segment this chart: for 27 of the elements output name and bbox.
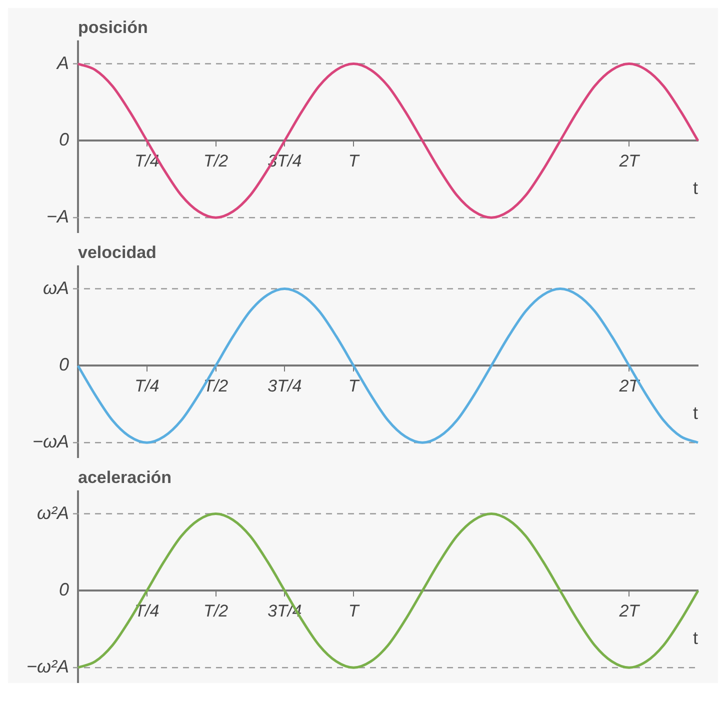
chart-title: velocidad [78, 242, 156, 262]
x-tick-label: T/2 [203, 376, 229, 396]
ref-line-label: −ω²A [26, 656, 69, 677]
text: 0 [58, 354, 69, 375]
x-tick-label: T [348, 602, 360, 621]
ref-line-label: −ωA [32, 432, 69, 452]
x-tick-label: 2T [618, 376, 641, 396]
ref-line-label: ωA [42, 278, 69, 298]
x-tick-label: T/4 [134, 376, 160, 396]
x-tick-label: 3T/4 [268, 376, 302, 396]
x-axis-title: t [692, 178, 698, 198]
x-tick-label: T [348, 376, 360, 396]
text: 0 [58, 580, 69, 600]
text: 0 [58, 130, 69, 150]
chart-title: aceleración [78, 468, 172, 487]
ref-line-label: −A [46, 206, 69, 227]
x-axis-title: t [692, 402, 698, 423]
ref-line-label: ω²A [36, 502, 69, 523]
x-tick-label: 2T [618, 152, 641, 171]
chart-title: posición [78, 18, 148, 37]
x-tick-label: T/2 [203, 602, 229, 621]
x-tick-label: T [348, 152, 360, 171]
x-axis-title: t [692, 628, 698, 648]
x-tick-label: T/4 [134, 602, 160, 621]
ref-line-label: A [56, 52, 69, 73]
x-tick-label: T/2 [203, 152, 229, 171]
x-tick-label: 2T [618, 602, 641, 621]
